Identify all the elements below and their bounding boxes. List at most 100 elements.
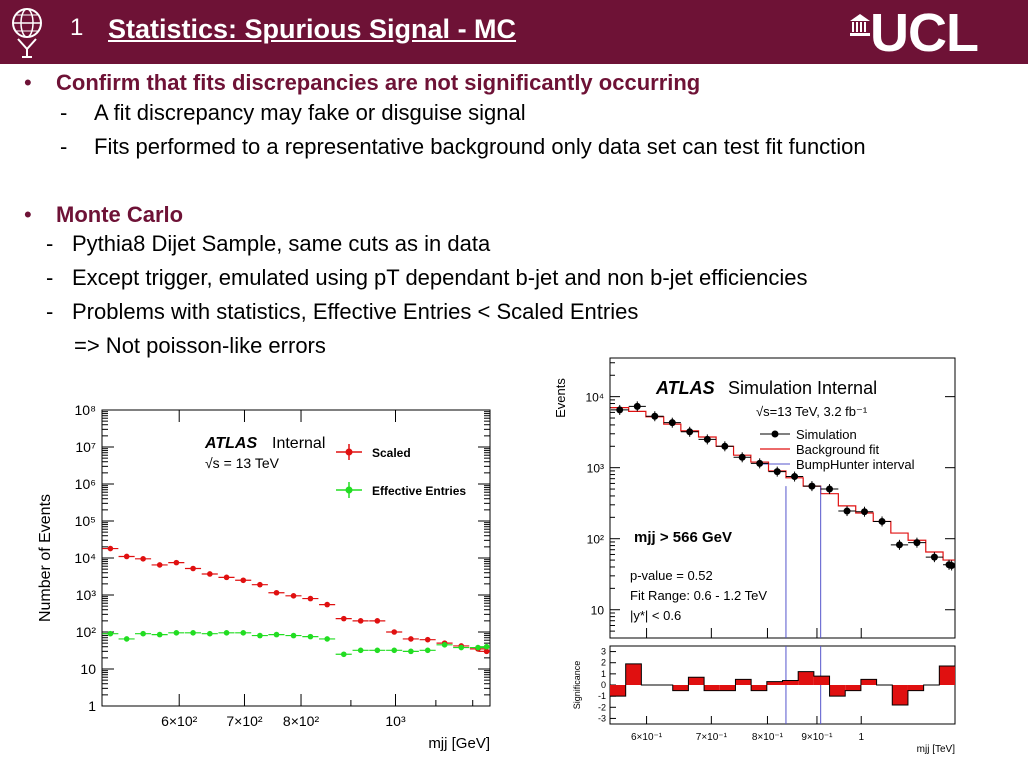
slide-title: Statistics: Spurious Signal - MC xyxy=(108,14,517,44)
data-point xyxy=(340,651,347,658)
data-point xyxy=(173,559,180,566)
simulation-point xyxy=(738,453,746,461)
status-label: Simulation Internal xyxy=(728,378,877,398)
ucl-logo-text: UCL xyxy=(870,3,979,63)
simulation-point xyxy=(616,406,624,414)
significance-outline xyxy=(610,663,955,706)
data-point xyxy=(324,636,330,642)
y-tick-label: 10² xyxy=(76,624,97,640)
simulation-point xyxy=(756,459,764,467)
main-plot-frame xyxy=(609,357,956,639)
simulation-point xyxy=(930,553,938,561)
sig-y-axis-label: Significance xyxy=(572,661,582,710)
data-point xyxy=(273,589,280,596)
significance-bar xyxy=(625,663,642,685)
x-tick-label: 8×10⁻¹ xyxy=(752,732,784,743)
simulation-point xyxy=(808,482,816,490)
data-point xyxy=(190,565,196,572)
x-tick-label: 10³ xyxy=(385,713,406,729)
bullet-dot: • xyxy=(24,70,32,95)
significance-bar xyxy=(845,685,861,691)
energy-label: √s = 13 TeV xyxy=(205,455,280,471)
significance-bar xyxy=(719,685,736,691)
significance-bar xyxy=(907,685,924,691)
x-axis-label: mjj [TeV] xyxy=(917,744,956,755)
data-point xyxy=(374,618,381,624)
y-tick-label: 10² xyxy=(587,533,604,547)
sig-y-tick-label: 1 xyxy=(601,669,606,679)
experiment-label: ATLAS xyxy=(655,378,715,398)
x-tick-label: 1 xyxy=(858,732,864,743)
dash: - xyxy=(60,100,68,125)
legend-label: Background fit xyxy=(796,442,879,457)
simulation-point xyxy=(895,541,903,549)
simulation-point xyxy=(686,428,694,436)
annotation: p-value = 0.52 xyxy=(630,568,713,583)
y-tick-label: 10³ xyxy=(587,462,604,476)
y-axis-label: Events xyxy=(553,378,568,418)
bullet-item: Except trigger, emulated using pT depend… xyxy=(72,265,808,290)
data-point xyxy=(273,631,280,638)
x-tick-label: 7×10² xyxy=(226,713,263,729)
significance-bar xyxy=(798,671,814,685)
data-point xyxy=(190,630,196,636)
sig-y-tick-label: -3 xyxy=(598,713,606,723)
data-point xyxy=(483,643,490,650)
annotation: |y*| < 0.6 xyxy=(630,608,681,623)
data-point xyxy=(475,644,481,651)
data-point xyxy=(123,636,130,642)
data-point xyxy=(357,618,364,624)
data-point xyxy=(441,642,448,648)
data-point xyxy=(307,633,314,640)
data-point xyxy=(374,647,381,654)
data-point xyxy=(408,636,414,642)
simulation-point xyxy=(913,539,921,547)
significance-bar xyxy=(704,685,720,691)
header-bar: 1 Statistics: Spurious Signal - MC UCL xyxy=(0,0,1028,64)
status-label: Internal xyxy=(272,435,325,452)
bullet-item: Problems with statistics, Effective Entr… xyxy=(72,299,639,324)
simulation-point xyxy=(668,419,676,427)
data-point xyxy=(324,601,330,608)
significance-bar xyxy=(688,677,705,685)
data-point xyxy=(307,595,314,602)
annotation: mjj > 566 GeV xyxy=(634,529,732,546)
x-tick-label: 8×10² xyxy=(283,713,320,729)
significance-bar xyxy=(813,676,830,685)
data-point xyxy=(408,648,414,655)
bullet-dot: • xyxy=(24,202,32,227)
sig-y-tick-label: 2 xyxy=(601,658,606,668)
data-point xyxy=(240,630,247,636)
data-point xyxy=(156,562,163,568)
significance-bar xyxy=(892,685,908,706)
bullet-item: Fits performed to a representative backg… xyxy=(94,134,866,159)
dash: - xyxy=(46,265,54,290)
x-tick-label: 6×10⁻¹ xyxy=(631,732,663,743)
simulation-point xyxy=(703,435,711,443)
simulation-point xyxy=(948,561,956,569)
annotation: Fit Range: 0.6 - 1.2 TeV xyxy=(630,588,767,603)
bullet-title-1: Confirm that fits discrepancies are not … xyxy=(56,70,701,95)
simulation-point xyxy=(843,507,851,515)
data-point xyxy=(173,630,180,636)
dash: - xyxy=(46,299,54,324)
x-axis-label: mjj [GeV] xyxy=(428,735,490,752)
data-point xyxy=(424,636,431,643)
significance-bar xyxy=(672,685,689,691)
bullet-item: A fit discrepancy may fake or disguise s… xyxy=(94,100,526,125)
experiment-label: ATLAS xyxy=(204,435,257,452)
y-tick-label: 10⁴ xyxy=(74,550,96,566)
legend-marker xyxy=(345,486,353,494)
simulation-point xyxy=(860,508,868,516)
data-point xyxy=(123,553,130,560)
energy-label: √s=13 TeV, 3.2 fb⁻¹ xyxy=(756,404,868,419)
simulation-point xyxy=(651,412,659,420)
globe-logo-icon xyxy=(12,8,42,58)
y-tick-label: 10 xyxy=(80,661,96,677)
data-point xyxy=(107,630,114,637)
bullet-note: => Not poisson-like errors xyxy=(74,333,326,358)
significance-bar xyxy=(735,679,752,685)
data-point xyxy=(391,629,398,635)
y-tick-label: 10³ xyxy=(76,587,97,603)
